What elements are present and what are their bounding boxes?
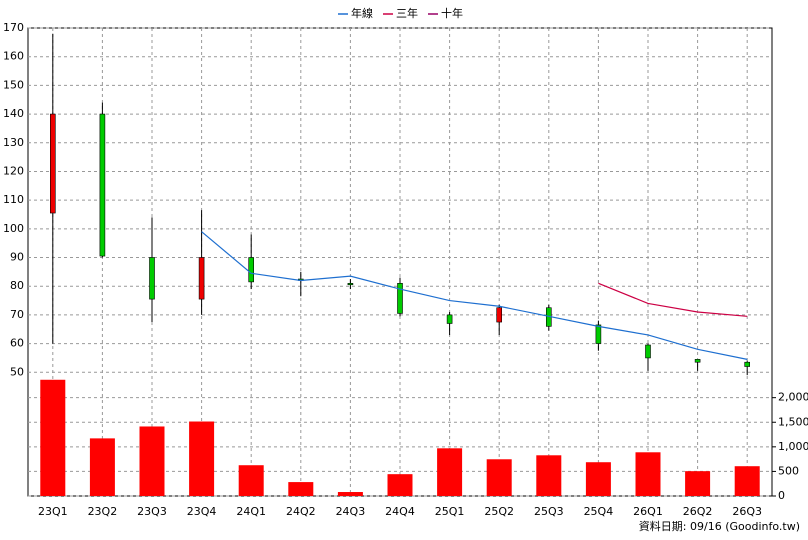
volume-bar — [89, 438, 115, 496]
y-tick-label: 110 — [3, 193, 24, 206]
x-tick-label: 25Q1 — [435, 505, 465, 518]
y-tick-label: 90 — [10, 251, 24, 264]
candle-body — [744, 361, 751, 367]
y-tick-label: 60 — [10, 337, 24, 350]
candle-body — [397, 283, 403, 314]
volume-bar — [288, 482, 314, 496]
x-tick-label: 23Q1 — [38, 505, 68, 518]
x-tick-label: 24Q2 — [286, 505, 316, 518]
x-tick-label: 25Q4 — [584, 505, 614, 518]
volume-bar — [734, 466, 760, 496]
x-tick-label: 23Q2 — [88, 505, 118, 518]
x-tick-label: 26Q2 — [683, 505, 713, 518]
y-tick-label: 140 — [3, 107, 24, 120]
candle-body — [694, 359, 701, 363]
y-tick-label: 80 — [10, 279, 24, 292]
candle-body — [645, 344, 651, 359]
x-tick-label: 24Q3 — [336, 505, 366, 518]
x-tick-label: 23Q4 — [187, 505, 217, 518]
volume-bar — [139, 426, 165, 496]
candle-body — [446, 314, 453, 324]
volume-bar — [585, 462, 611, 496]
volume-bar — [486, 459, 512, 496]
y2-tick-label: 2,000 — [778, 391, 808, 404]
y-tick-label: 70 — [10, 308, 24, 321]
y2-tick-label: 1,000 — [778, 440, 808, 453]
candle-body — [49, 113, 56, 214]
x-tick-label: 23Q3 — [137, 505, 167, 518]
y-tick-label: 130 — [3, 136, 24, 149]
volume-bar — [189, 421, 215, 496]
y2-tick-label: 1,500 — [778, 415, 808, 428]
volume-bar — [387, 474, 413, 496]
candle-body — [198, 257, 205, 300]
candle-body — [99, 113, 106, 257]
y-tick-label: 100 — [3, 222, 24, 235]
y-tick-label: 120 — [3, 164, 24, 177]
y-tick-label: 160 — [3, 50, 24, 63]
legend-label: 三年 — [396, 6, 418, 20]
candle-body — [347, 283, 354, 286]
footer: 資料日期: 09/16 (Goodinfo.tw) — [639, 519, 800, 533]
x-tick-label: 25Q2 — [484, 505, 514, 518]
legend-label: 十年 — [441, 6, 463, 20]
y2-tick-label: 500 — [778, 464, 799, 477]
y2-tick-label: 0 — [778, 489, 785, 502]
volume-bar — [536, 455, 562, 496]
ma-line — [201, 231, 748, 360]
volume-bar — [635, 452, 661, 496]
candle-body — [595, 324, 602, 344]
y-tick-label: 150 — [3, 78, 24, 91]
x-tick-label: 24Q1 — [236, 505, 266, 518]
y-tick-label: 50 — [10, 365, 24, 378]
candle-body — [496, 307, 503, 323]
candle-body — [248, 257, 254, 283]
volume-bar — [238, 465, 264, 496]
x-tick-label: 26Q1 — [633, 505, 663, 518]
ma-line — [598, 282, 748, 317]
x-tick-label: 26Q3 — [732, 505, 762, 518]
x-tick-label: 24Q4 — [385, 505, 415, 518]
y-tick-label: 170 — [3, 21, 24, 34]
volume-bar — [437, 448, 463, 496]
candle-body — [149, 257, 155, 300]
volume-bar — [40, 379, 66, 496]
volume-bar — [337, 492, 363, 496]
legend-label: 年線 — [351, 6, 373, 20]
volume-bar — [685, 471, 711, 496]
x-tick-label: 25Q3 — [534, 505, 564, 518]
